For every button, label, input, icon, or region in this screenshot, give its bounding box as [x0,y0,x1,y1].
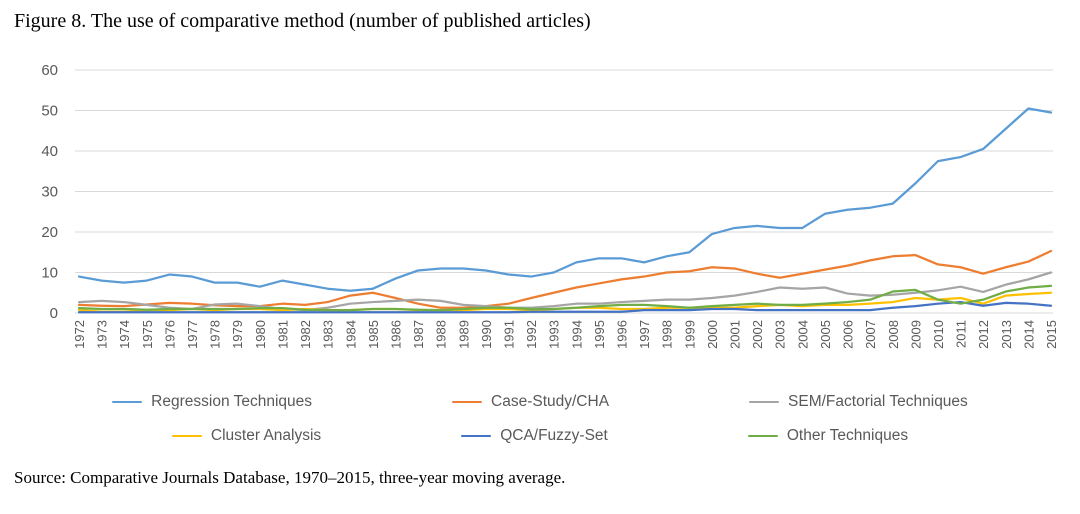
x-tick-label: 1988 [434,320,449,349]
series-line-other-techniques [77,284,1053,312]
x-tick-label: 1984 [343,320,358,349]
legend-item-qca-fuzzy-set: QCA/Fuzzy-Set [461,427,608,445]
x-tick-label: 2000 [705,320,720,349]
x-tick-label: 2001 [728,320,743,349]
legend-label-cluster-analysis: Cluster Analysis [210,427,322,444]
series-line-case-study-cha [77,249,1053,309]
x-tick-label: 1976 [162,320,177,349]
x-tick-label: 1996 [615,320,630,349]
legend-item-sem-factorial-techniques: SEM/Factorial Techniques [749,393,968,411]
x-tick-label: 1975 [140,320,155,349]
x-tick-label: 1998 [660,320,675,349]
x-tick-label: 1973 [95,320,110,349]
x-tick-label: 1981 [275,320,290,349]
x-tick-label: 2003 [773,320,788,349]
x-tick-label: 1986 [388,320,403,349]
legend-label-regression-techniques: Regression Techniques [151,393,313,410]
legend-label-case-study-cha: Case-Study/CHA [491,393,610,410]
x-tick-label: 1985 [366,320,381,349]
x-tick-label: 1974 [117,320,132,349]
x-tick-label: 2011 [954,320,969,348]
x-tick-label: 1993 [547,320,562,349]
x-tick-label: 1977 [185,320,200,349]
x-tick-label: 2006 [841,320,856,349]
x-tick-label: 2008 [886,320,901,349]
legend-row-2: Cluster Analysis QCA/Fuzzy-Set Other Techn… [0,422,1080,450]
x-tick-label: 1992 [524,320,539,349]
x-tick-label: 2013 [999,320,1014,349]
legend-item-case-study-cha: Case-Study/CHA [452,393,609,411]
x-tick-label: 2015 [1044,320,1059,349]
legend-swatch-cluster-analysis [171,434,202,438]
series-line-regression-techniques [77,107,1053,292]
legend-row-1: Regression Techniques Case-Study/CHA SEM/F… [0,388,1080,416]
x-tick-label: 1991 [501,320,516,349]
x-tick-label: 1989 [456,320,471,349]
x-tick-label: 1995 [592,320,607,349]
legend-label-sem-factorial-techniques: SEM/Factorial Techniques [788,393,968,410]
y-tick-label: 60 [41,62,58,79]
series-line-sem-factorial-techniques [77,271,1053,312]
x-tick-label: 1999 [682,320,697,349]
x-tick-label: 2004 [795,320,810,349]
legend-swatch-case-study-cha [452,400,483,404]
y-tick-label: 30 [41,184,58,201]
legend-item-other-techniques: Other Techniques [747,427,909,445]
x-tick-label: 2002 [750,320,765,349]
y-tick-label: 20 [41,224,58,241]
x-tick-label: 1972 [72,320,87,349]
legend-label-other-techniques: Other Techniques [786,427,909,444]
y-tick-label: 50 [41,103,58,120]
legend-item-cluster-analysis: Cluster Analysis [171,427,322,445]
x-tick-label: 1978 [208,320,223,349]
x-tick-label: 2010 [931,320,946,349]
x-tick-label: 2007 [863,320,878,349]
legend-swatch-regression-techniques [112,400,143,404]
legend-label-qca-fuzzy-set: QCA/Fuzzy-Set [500,427,608,444]
y-tick-label: 40 [41,143,58,160]
legend-item-regression-techniques: Regression Techniques [112,393,312,411]
series-line-qca-fuzzy-set [77,300,1053,314]
source-note: Source: Comparative Journals Database, 1… [14,468,566,487]
x-tick-label: 1990 [479,320,494,349]
figure-title: Figure 8. The use of comparative method … [14,10,591,32]
legend-swatch-sem-factorial-techniques [749,400,780,404]
line-chart: 0 10 20 30 40 50 60 1972 1973 1974 1975 1976 1977 197… [41,62,1059,349]
chart-legend: Regression Techniques Case-Study/CHA SEM/F… [0,388,1080,450]
y-tick-label: 0 [50,305,58,322]
x-tick-label: 2005 [818,320,833,349]
legend-swatch-other-techniques [747,434,778,438]
x-tick-label: 1983 [321,320,336,349]
x-tick-label: 2012 [976,320,991,349]
x-tick-label: 1980 [253,320,268,349]
x-tick-label: 1997 [637,320,652,349]
x-tick-label: 2014 [1021,320,1036,349]
x-tick-label: 1994 [569,320,584,349]
legend-swatch-qca-fuzzy-set [461,434,492,438]
x-tick-label: 1987 [411,320,426,349]
x-tick-label: 1979 [230,320,245,349]
y-tick-label: 10 [41,265,58,282]
x-tick-label: 1982 [298,320,313,349]
x-tick-label: 2009 [908,320,923,349]
